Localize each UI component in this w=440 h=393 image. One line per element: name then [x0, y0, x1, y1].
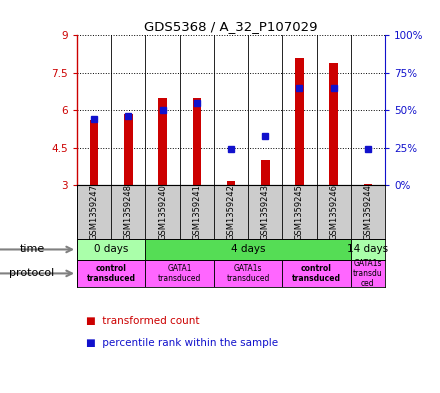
Bar [282, 260, 351, 287]
Bar [90, 120, 99, 185]
Text: GSM1359247: GSM1359247 [90, 184, 99, 240]
Bar [193, 98, 201, 185]
Bar [158, 98, 167, 185]
Text: GSM1359244: GSM1359244 [363, 184, 372, 240]
Text: time: time [20, 244, 45, 254]
Text: GSM1359240: GSM1359240 [158, 184, 167, 240]
Bar [363, 184, 372, 185]
Bar [77, 239, 146, 260]
Text: GSM1359246: GSM1359246 [329, 184, 338, 240]
Text: protocol: protocol [9, 268, 54, 278]
Text: 14 days: 14 days [347, 244, 389, 254]
Bar [146, 239, 351, 260]
Bar [330, 63, 338, 185]
Text: GSM1359245: GSM1359245 [295, 184, 304, 240]
Text: 0 days: 0 days [94, 244, 128, 254]
Bar [124, 114, 132, 185]
Text: GSM1359248: GSM1359248 [124, 184, 133, 240]
Text: ■  percentile rank within the sample: ■ percentile rank within the sample [86, 338, 278, 348]
Title: GDS5368 / A_32_P107029: GDS5368 / A_32_P107029 [144, 20, 318, 33]
Bar [295, 58, 304, 185]
Bar [214, 260, 282, 287]
Text: GATA1
transduced: GATA1 transduced [158, 264, 202, 283]
Bar [146, 260, 214, 287]
Text: 4 days: 4 days [231, 244, 265, 254]
Bar [351, 239, 385, 260]
Bar [77, 260, 146, 287]
Text: GSM1359241: GSM1359241 [192, 184, 201, 240]
Bar [227, 181, 235, 185]
Bar [261, 160, 269, 185]
Text: GATA1s
transduced: GATA1s transduced [227, 264, 270, 283]
Text: GATA1s
transdu
ced: GATA1s transdu ced [353, 259, 383, 288]
Bar [351, 260, 385, 287]
Text: control
transduced: control transduced [292, 264, 341, 283]
Text: GSM1359243: GSM1359243 [261, 184, 270, 240]
Text: ■  transformed count: ■ transformed count [86, 316, 199, 326]
Text: GSM1359242: GSM1359242 [227, 184, 235, 240]
Text: control
transduced: control transduced [87, 264, 136, 283]
